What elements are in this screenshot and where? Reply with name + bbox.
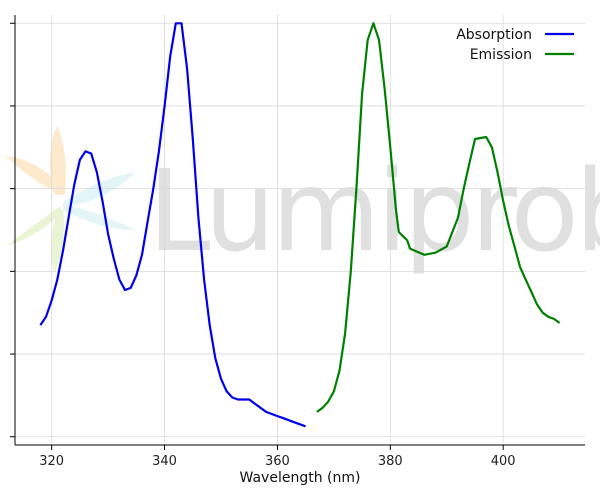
x-tick-label-360: 360: [265, 454, 290, 469]
legend-label-emission: Emission: [470, 47, 532, 63]
y-ticks: [10, 22, 15, 438]
x-tick-label-380: 380: [378, 454, 403, 469]
watermark-text: Lumiprobe: [148, 147, 600, 277]
grid: [15, 15, 585, 445]
legend: Absorption Emission: [456, 27, 574, 63]
axes: [14, 15, 585, 446]
legend-label-absorption: Absorption: [456, 27, 532, 43]
absorption-line: [39, 22, 306, 428]
emission-line: [316, 22, 561, 413]
x-tick-label-340: 340: [152, 454, 177, 469]
x-ticks: 320 340 360 380 400: [39, 445, 516, 469]
x-tick-label-320: 320: [39, 454, 64, 469]
x-axis-title: Wavelength (nm): [240, 470, 361, 486]
x-tick-label-400: 400: [491, 454, 516, 469]
series-lines: [39, 22, 561, 428]
watermark-logo: [6, 126, 136, 274]
